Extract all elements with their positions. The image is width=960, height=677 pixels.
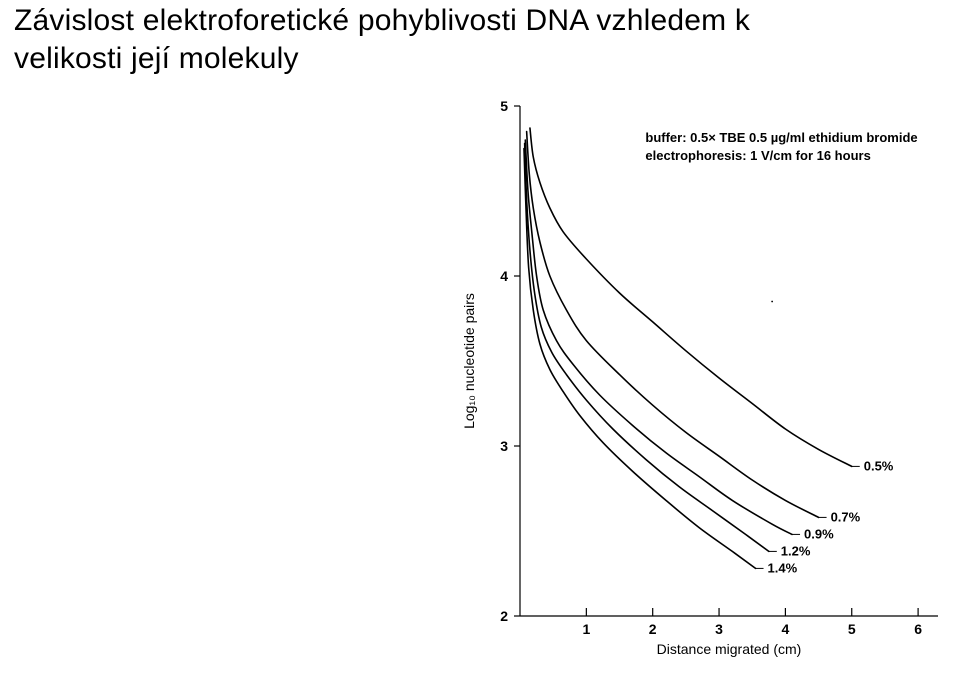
y-tick-label: 3 — [500, 438, 508, 454]
series-line — [524, 149, 756, 569]
x-tick-label: 2 — [649, 621, 657, 637]
chart-info-line: buffer: 0.5× TBE 0.5 µg/ml ethidium brom… — [645, 130, 917, 145]
series-label: 1.4% — [768, 560, 798, 575]
series-label: 0.7% — [831, 509, 861, 524]
y-tick-label: 5 — [500, 98, 508, 114]
mobility-chart: 2 3 4 5 1 2 3 4 5 6 Distance migrated (cm) Log₁₀ nu… — [448, 96, 948, 666]
x-tick-label: 5 — [848, 621, 856, 637]
series-line — [530, 128, 852, 466]
chart-svg: 2 3 4 5 1 2 3 4 5 6 Distance migrated (cm) Log₁₀ nu… — [448, 96, 948, 666]
series-label: 0.5% — [864, 458, 894, 473]
page-title: Závislost elektroforetické pohyblivosti … — [14, 2, 750, 77]
title-line-1: Závislost elektroforetické pohyblivosti … — [14, 4, 750, 37]
artifact-dot — [771, 301, 773, 303]
series-line — [525, 140, 792, 534]
series-label: 0.9% — [804, 526, 834, 541]
y-tick-label: 2 — [500, 608, 508, 624]
x-tick-label: 6 — [914, 621, 922, 637]
x-tick-label: 4 — [781, 621, 789, 637]
y-axis-label: Log₁₀ nucleotide pairs — [461, 293, 477, 429]
x-axis-label: Distance migrated (cm) — [657, 641, 802, 657]
title-line-2: velikosti její molekuly — [14, 42, 299, 75]
chart-info-line: electrophoresis: 1 V/cm for 16 hours — [645, 148, 870, 163]
x-tick-label: 3 — [715, 621, 723, 637]
series-label: 1.2% — [781, 543, 811, 558]
y-tick-label: 4 — [500, 268, 508, 284]
x-tick-label: 1 — [582, 621, 590, 637]
series-line — [527, 132, 819, 518]
